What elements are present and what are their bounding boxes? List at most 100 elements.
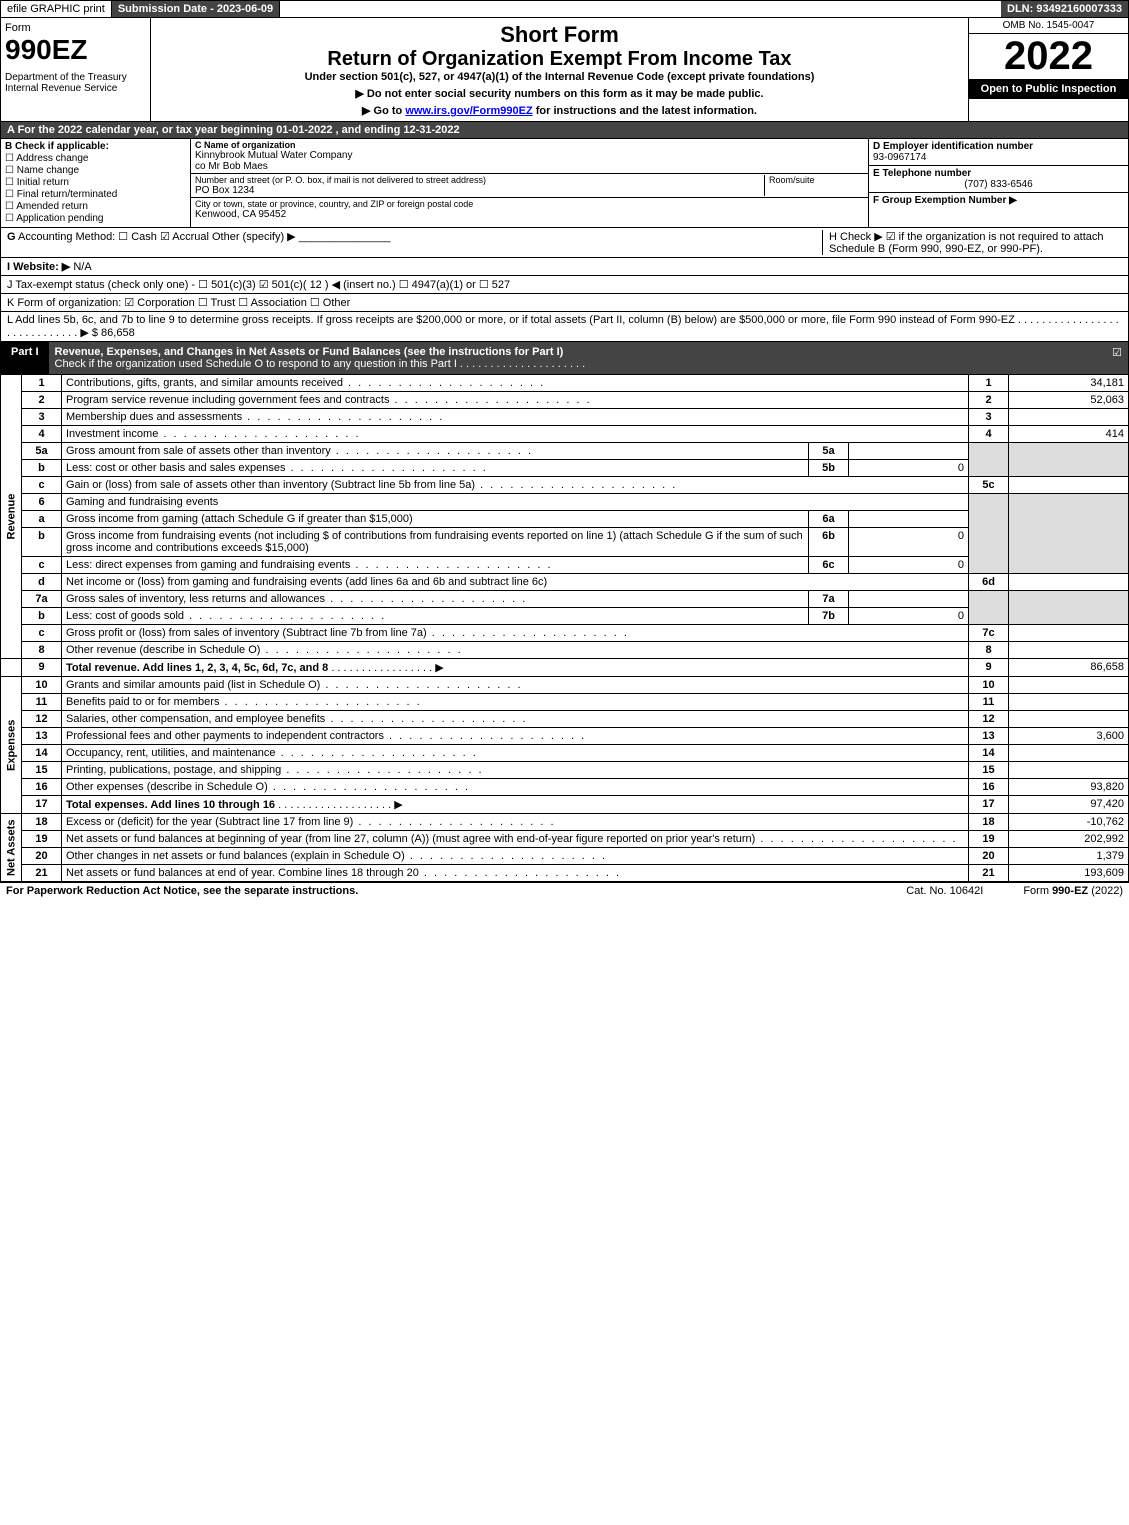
sub-7b: 7b <box>809 608 849 625</box>
val-6d <box>1009 574 1129 591</box>
ln-6b: b <box>22 528 62 557</box>
expenses-label: Expenses <box>1 677 22 814</box>
desc-6d: Net income or (loss) from gaming and fun… <box>62 574 969 591</box>
room-label: Room/suite <box>769 175 864 185</box>
desc-5a: Gross amount from sale of assets other t… <box>62 443 809 460</box>
ln-10: 10 <box>22 677 62 694</box>
form-title: Return of Organization Exempt From Incom… <box>155 48 964 71</box>
num-7c: 7c <box>969 625 1009 642</box>
part-1-tab: Part I <box>1 342 49 374</box>
revenue-label: Revenue <box>1 375 22 659</box>
section-b-label: B Check if applicable: <box>5 141 109 152</box>
efile-label[interactable]: efile GRAPHIC print <box>1 1 112 17</box>
ln-11: 11 <box>22 694 62 711</box>
num-8: 8 <box>969 642 1009 659</box>
lines-table: Revenue 1Contributions, gifts, grants, a… <box>0 375 1129 882</box>
desc-12: Salaries, other compensation, and employ… <box>62 711 969 728</box>
val-16: 93,820 <box>1009 779 1129 796</box>
desc-20: Other changes in net assets or fund bala… <box>62 848 969 865</box>
irs-link[interactable]: www.irs.gov/Form990EZ <box>405 105 532 117</box>
form-note-1: ▶ Do not enter social security numbers o… <box>155 87 964 100</box>
ln-6c: c <box>22 557 62 574</box>
ln-5b: b <box>22 460 62 477</box>
num-14: 14 <box>969 745 1009 762</box>
chk-amended-return[interactable]: ☐ Amended return <box>5 201 186 212</box>
ln-6a: a <box>22 511 62 528</box>
desc-5c: Gain or (loss) from sale of assets other… <box>62 477 969 494</box>
ln-8: 8 <box>22 642 62 659</box>
num-18: 18 <box>969 814 1009 831</box>
num-11: 11 <box>969 694 1009 711</box>
department: Department of the Treasury Internal Reve… <box>5 72 146 94</box>
val-9: 86,658 <box>1009 659 1129 677</box>
val-1: 34,181 <box>1009 375 1129 392</box>
val-18: -10,762 <box>1009 814 1129 831</box>
shade-5 <box>969 443 1009 477</box>
val-15 <box>1009 762 1129 779</box>
sub-6c: 6c <box>809 557 849 574</box>
chk-initial-return[interactable]: ☐ Initial return <box>5 177 186 188</box>
val-17: 97,420 <box>1009 796 1129 814</box>
val-19: 202,992 <box>1009 831 1129 848</box>
chk-address-change[interactable]: ☐ Address change <box>5 153 186 164</box>
row-i: I Website: ▶ N/A <box>0 258 1129 276</box>
org-co: co Mr Bob Maes <box>195 161 864 172</box>
part-1-title: Revenue, Expenses, and Changes in Net As… <box>49 342 1106 374</box>
desc-10: Grants and similar amounts paid (list in… <box>62 677 969 694</box>
org-name-label: C Name of organization <box>195 140 864 150</box>
row-j: J Tax-exempt status (check only one) - ☐… <box>0 276 1129 294</box>
sub-5a: 5a <box>809 443 849 460</box>
header-right: OMB No. 1545-0047 2022 Open to Public In… <box>968 18 1128 121</box>
num-6d: 6d <box>969 574 1009 591</box>
section-f: F Group Exemption Number ▶ <box>869 193 1128 208</box>
desc-19: Net assets or fund balances at beginning… <box>62 831 969 848</box>
desc-11: Benefits paid to or for members <box>62 694 969 711</box>
subval-6b: 0 <box>849 528 969 557</box>
ln-6: 6 <box>22 494 62 511</box>
desc-6: Gaming and fundraising events <box>62 494 969 511</box>
ln-21: 21 <box>22 865 62 882</box>
part-1-check[interactable]: ☑ <box>1106 342 1128 374</box>
row-g: G Accounting Method: ☐ Cash ☑ Accrual Ot… <box>7 230 822 255</box>
chk-name-change[interactable]: ☐ Name change <box>5 165 186 176</box>
num-21: 21 <box>969 865 1009 882</box>
shade-7 <box>969 591 1009 625</box>
num-12: 12 <box>969 711 1009 728</box>
subval-5a <box>849 443 969 460</box>
val-10 <box>1009 677 1129 694</box>
street: PO Box 1234 <box>195 185 764 196</box>
part-1-header: Part I Revenue, Expenses, and Changes in… <box>0 342 1129 375</box>
desc-7a: Gross sales of inventory, less returns a… <box>62 591 809 608</box>
val-11 <box>1009 694 1129 711</box>
ln-7a: 7a <box>22 591 62 608</box>
ln-1: 1 <box>22 375 62 392</box>
num-19: 19 <box>969 831 1009 848</box>
val-14 <box>1009 745 1129 762</box>
desc-6c: Less: direct expenses from gaming and fu… <box>62 557 809 574</box>
desc-7b: Less: cost of goods sold <box>62 608 809 625</box>
val-5c <box>1009 477 1129 494</box>
ln-12: 12 <box>22 711 62 728</box>
desc-3: Membership dues and assessments <box>62 409 969 426</box>
ln-2: 2 <box>22 392 62 409</box>
chk-application-pending[interactable]: ☐ Application pending <box>5 213 186 224</box>
short-form-label: Short Form <box>155 22 964 48</box>
form-subtitle: Under section 501(c), 527, or 4947(a)(1)… <box>155 71 964 83</box>
num-20: 20 <box>969 848 1009 865</box>
footer-mid: Cat. No. 10642I <box>906 885 983 897</box>
submission-date: Submission Date - 2023-06-09 <box>112 1 280 17</box>
ln-3: 3 <box>22 409 62 426</box>
desc-17: Total expenses. Add lines 10 through 16 … <box>62 796 969 814</box>
desc-4: Investment income <box>62 426 969 443</box>
chk-final-return[interactable]: ☐ Final return/terminated <box>5 189 186 200</box>
num-2: 2 <box>969 392 1009 409</box>
ln-5a: 5a <box>22 443 62 460</box>
ln-7c: c <box>22 625 62 642</box>
ln-13: 13 <box>22 728 62 745</box>
ln-9: 9 <box>22 659 62 677</box>
num-1: 1 <box>969 375 1009 392</box>
ln-18: 18 <box>22 814 62 831</box>
section-d: D Employer identification number93-09671… <box>869 139 1128 166</box>
num-10: 10 <box>969 677 1009 694</box>
shade-6 <box>969 494 1009 574</box>
